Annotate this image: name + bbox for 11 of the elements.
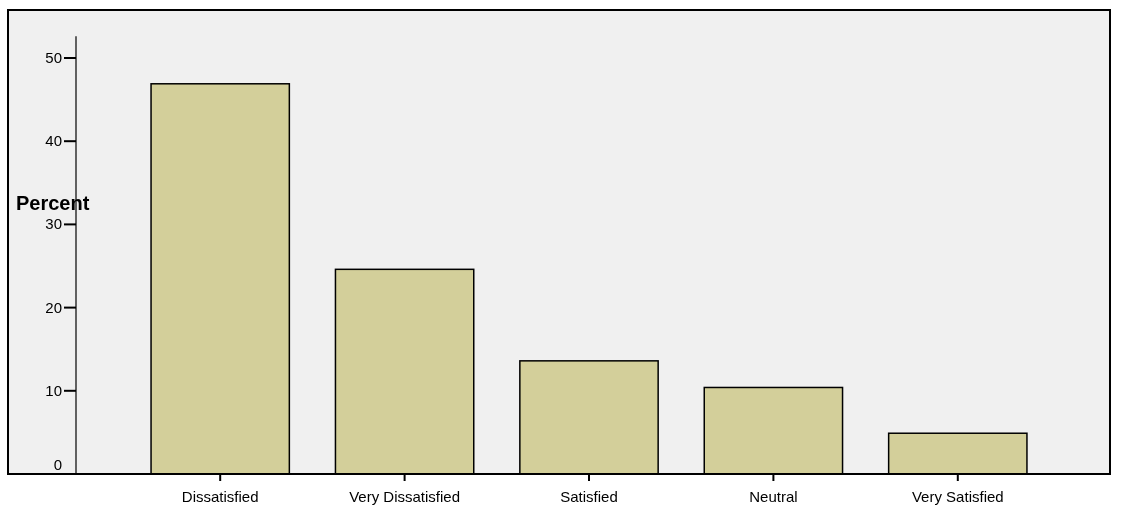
x-tick-label: Very Satisfied (911, 488, 1004, 505)
y-tick-label: 30 (45, 215, 62, 233)
y-tick-label: 20 (45, 298, 62, 316)
x-tick-label: Dissatisfied (181, 488, 259, 505)
y-tick-label: 50 (45, 49, 62, 66)
x-tick-label: Very Dissatisfied (349, 488, 461, 505)
x-tick-label: Satisfied (560, 488, 618, 505)
y-tick-label: 10 (45, 381, 62, 399)
y-tick-label: 40 (45, 132, 62, 150)
x-tick-label: Neutral (749, 488, 798, 505)
y-tick-label: 0 (53, 456, 62, 473)
